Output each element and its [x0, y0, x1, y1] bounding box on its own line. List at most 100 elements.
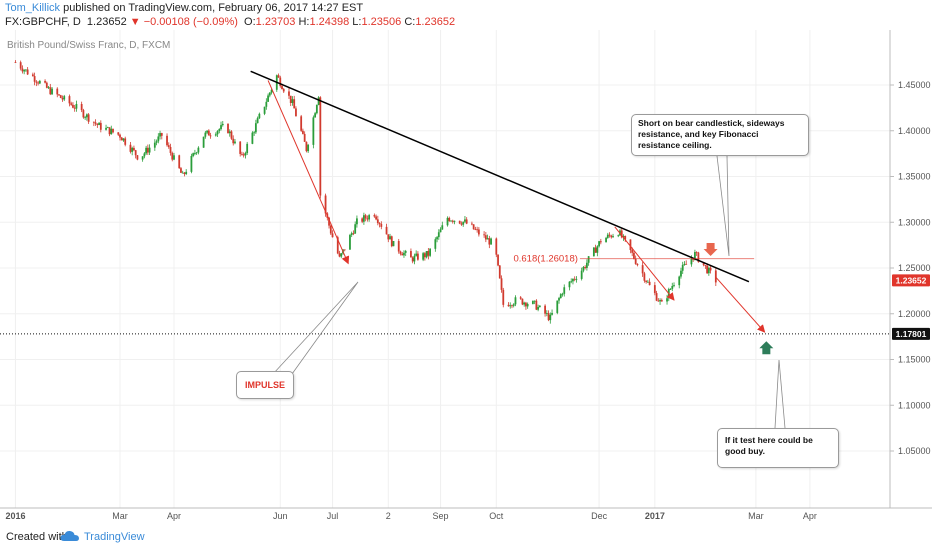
close-label: C:	[404, 16, 416, 28]
candle-body	[246, 143, 249, 154]
candle-body	[417, 253, 419, 260]
candle-body	[220, 125, 222, 130]
impulse-callout[interactable]: IMPULSE	[236, 371, 294, 399]
candle-body	[484, 235, 487, 240]
candle-body	[387, 234, 390, 240]
candle-body	[92, 121, 95, 123]
price-change: −0.00108 (−0.09%)	[143, 16, 238, 28]
x-tick-label: 2016	[5, 511, 25, 521]
x-tick-label: 2	[386, 511, 391, 521]
candle-body	[288, 91, 290, 96]
candle-body	[397, 241, 400, 252]
x-tick-label: 2017	[645, 511, 665, 521]
candle-body	[44, 80, 46, 83]
candle-body	[110, 128, 113, 135]
candle-body	[331, 233, 334, 238]
candle-body	[368, 215, 371, 220]
candle-body	[415, 253, 418, 256]
symbol-label[interactable]: FX:GBPCHF, D	[5, 16, 81, 28]
close-value: 1.23652	[415, 16, 456, 28]
candle-body	[99, 122, 102, 130]
overlays: 0.618(1.26018)	[0, 70, 890, 429]
candle-body	[282, 89, 285, 92]
candle-body	[584, 266, 587, 268]
candle-body	[380, 223, 383, 227]
candle-body	[314, 113, 317, 118]
candle-body	[666, 298, 668, 302]
candle-body	[253, 132, 256, 134]
x-tick-label: Jun	[273, 511, 288, 521]
candle-body	[338, 253, 341, 257]
candle-body	[153, 142, 156, 148]
candle-body	[254, 123, 257, 133]
y-tick-label: 1.40000	[898, 126, 931, 136]
y-tick-label: 1.10000	[898, 400, 931, 410]
candle-body	[633, 252, 635, 259]
candle-body	[572, 278, 574, 282]
candle-body	[289, 95, 292, 103]
candle-body	[519, 297, 522, 299]
candle-body	[439, 229, 442, 233]
candle-body	[605, 237, 607, 243]
candle-body	[195, 152, 198, 154]
candle-body	[695, 252, 698, 253]
candle-body	[207, 130, 210, 136]
candle-body	[471, 223, 473, 225]
candle-body	[37, 82, 40, 84]
candle-body	[587, 256, 590, 263]
last-price: 1.23652	[86, 16, 127, 28]
x-tick-label: Mar	[112, 511, 128, 521]
candle-body	[232, 138, 235, 144]
candle-body	[390, 236, 393, 247]
candle-body	[319, 97, 322, 196]
short-callout[interactable]: Short on bear candlestick, sideways resi…	[631, 114, 809, 156]
time-axis[interactable]: 2016 Mar Apr Jun Jul 2 Sep Oct Dec 2017 Mar Apr	[5, 511, 816, 521]
candle-body	[145, 147, 148, 154]
candle-body	[159, 133, 161, 137]
candle-body	[227, 123, 229, 134]
price-axis[interactable]: 1.45000 1.40000 1.35000 1.30000 1.25000 1.200…	[890, 80, 931, 456]
candle-body	[549, 314, 552, 321]
candle-body	[490, 238, 492, 245]
candle-body	[192, 153, 195, 156]
candle-body	[683, 263, 686, 265]
candle-body	[183, 172, 186, 174]
candle-body	[673, 285, 675, 286]
candle-body	[451, 220, 454, 222]
candle-body	[148, 147, 151, 153]
candle-body	[537, 306, 540, 310]
candle-body	[629, 239, 632, 250]
candle-body	[315, 104, 318, 114]
trendline	[250, 70, 750, 283]
candle-body	[178, 155, 181, 169]
candle-body	[19, 62, 22, 69]
candle-body	[204, 132, 207, 137]
candle-body	[690, 258, 693, 265]
y-tick-label: 1.25000	[898, 263, 931, 273]
candle-body	[38, 80, 41, 84]
candle-body	[171, 152, 174, 160]
projection-arrow	[715, 276, 766, 333]
candle-body	[446, 217, 449, 226]
candle-body	[336, 237, 339, 254]
candle-body	[453, 220, 456, 222]
candle-body	[352, 233, 355, 235]
candle-body	[545, 313, 548, 314]
candle-body	[35, 81, 38, 83]
candle-body	[293, 99, 296, 109]
tradingview-brand[interactable]: TradingView	[84, 531, 145, 543]
candle-body	[180, 168, 182, 173]
candle-body	[307, 144, 310, 152]
candle-body	[622, 235, 625, 238]
footer: Created with TradingView	[0, 524, 932, 550]
candle-body	[671, 285, 674, 289]
buy-callout[interactable]: If it test here could be good buy.	[717, 428, 839, 468]
candle-body	[267, 95, 269, 102]
candle-body	[343, 249, 346, 251]
candle-body	[476, 229, 479, 231]
author-link[interactable]: Tom_Killick	[5, 2, 61, 14]
candle-body	[124, 138, 127, 145]
candle-body	[425, 251, 428, 258]
candle-body	[460, 223, 463, 225]
support-level-badge: 1.17801	[896, 329, 927, 339]
